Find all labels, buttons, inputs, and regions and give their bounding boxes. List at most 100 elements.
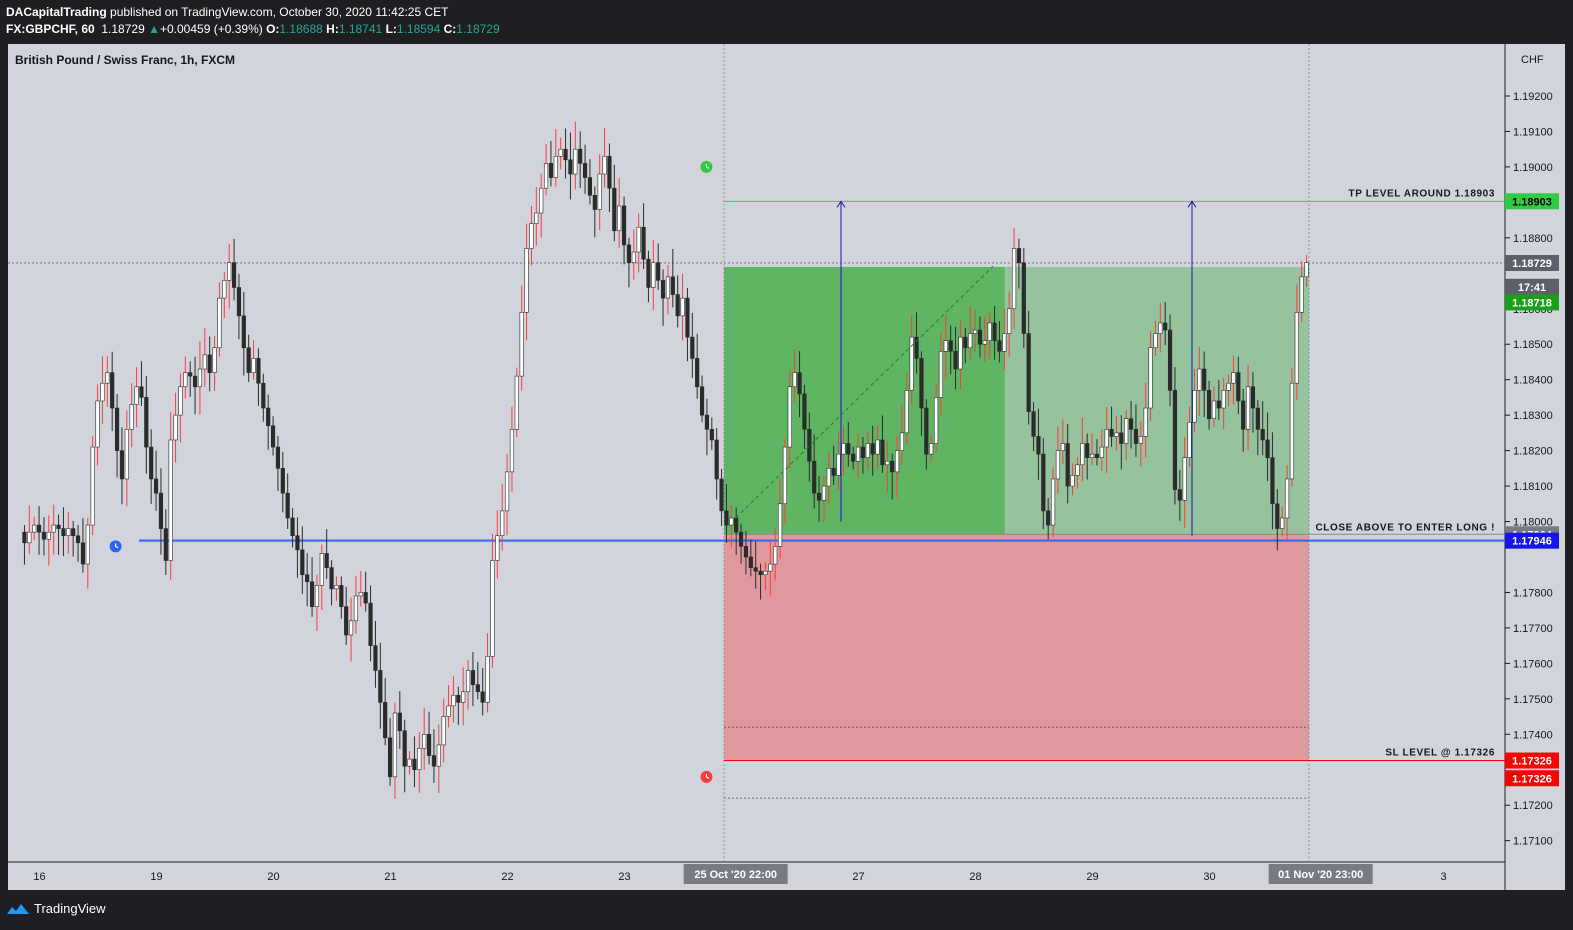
y-tick-label: 1.19100 [1513,126,1553,138]
candle-body [1284,478,1290,519]
candle-body [1192,390,1197,423]
candle-body [368,602,373,646]
price-chart[interactable]: TP LEVEL AROUND 1.18903 CLOSE ABOVE TO EN… [0,0,1573,890]
tradingview-logo-icon[interactable] [6,901,30,917]
candle-body [1260,429,1265,441]
candle-body [114,407,120,451]
price-label: 1.17946 [1512,536,1552,548]
candle-body [178,386,183,416]
candle-body [963,336,968,349]
candle-body [563,148,568,161]
candle-body [344,606,349,636]
stop-loss-zone [724,534,1309,761]
candle-body [314,585,320,607]
candle-body [71,528,76,537]
candle-body [1280,517,1285,529]
candle-body [1167,329,1173,391]
y-tick-label: 1.18400 [1513,375,1553,387]
candle-body [295,535,300,551]
candle-body [36,524,42,533]
candle-body [753,567,758,572]
tradingview-brand[interactable]: TradingView [34,901,106,916]
candle-body [748,556,753,568]
candle-body [534,212,539,224]
candle-body [938,351,944,398]
candle-body [738,531,744,547]
candle-body [929,443,934,455]
candle-body [1206,390,1212,419]
price-label-bg [1505,294,1559,311]
candle-body [831,468,836,476]
price-label-bg [1505,278,1559,295]
candle-body [66,528,71,537]
candle-body [836,453,841,476]
candle-body [280,468,285,494]
candle-body [977,329,983,345]
candle-body [685,297,690,338]
candle-body [412,758,417,771]
y-tick-label: 1.18200 [1513,446,1553,458]
candle-body [56,524,61,529]
candle-body [105,372,110,384]
publish-info: published on TradingView.com, October 30… [110,5,449,19]
candle-body [173,414,178,441]
candle-body [417,748,422,771]
publish-line: DACapitalTrading published on TradingVie… [6,5,448,19]
candle-body [1031,411,1036,437]
candle-body [787,386,792,448]
candle-body [602,155,607,175]
candle-body [51,524,56,533]
candle-body [1114,432,1119,437]
candle-body [236,287,242,317]
candle-body [529,223,534,249]
candle-body [144,397,149,448]
candle-body [334,585,339,590]
candle-body [631,251,636,263]
y-tick-label: 1.18000 [1513,517,1553,529]
candle-body [763,570,768,576]
candle-body [972,329,978,334]
candle-body [587,177,593,196]
alarm-hand [705,773,710,779]
x-tick-label: 19 [150,871,162,883]
candle-body [426,733,432,756]
candle-body [680,297,685,317]
candle-body [1075,464,1080,476]
x-highlight-label: 25 Oct '20 22:00 [694,869,777,881]
candle-body [802,393,807,430]
candle-body [85,524,90,565]
alarm-hand [115,543,119,549]
candle-body [363,592,368,604]
candle-body [690,336,695,359]
publisher-name[interactable]: DACapitalTrading [6,5,107,19]
target-arrow-head [1187,200,1197,208]
candle-body [1143,407,1148,437]
candle-body [480,691,485,703]
x-tick-label: 23 [618,871,630,883]
candle-body [807,429,812,462]
candle-body [1216,400,1221,409]
x-tick-label: 29 [1086,871,1098,883]
profit-zone-active [724,266,1005,535]
candle-body [495,535,500,561]
tp-level-label: TP LEVEL AROUND 1.18903 [1349,188,1495,199]
candle-body [719,478,724,512]
chart-title: British Pound / Swiss Franc, 1h, FXCM [15,53,235,67]
candle-body [1094,453,1100,458]
candle-body [1226,382,1231,391]
candle-body [1021,262,1026,334]
candle-body [231,262,237,288]
candle-body [924,407,929,455]
y-tick-label: 1.17600 [1513,658,1553,670]
candle-body [714,439,719,480]
candle-body [80,542,86,565]
candle-body [95,400,100,448]
candle-body [217,297,222,349]
candle-body [1036,436,1041,455]
candle-body [100,382,105,402]
candle-body [451,694,456,707]
candle-body [734,517,739,533]
price-label: 1.17326 [1512,756,1552,768]
candle-body [441,716,446,746]
price-scale[interactable] [1505,44,1565,862]
